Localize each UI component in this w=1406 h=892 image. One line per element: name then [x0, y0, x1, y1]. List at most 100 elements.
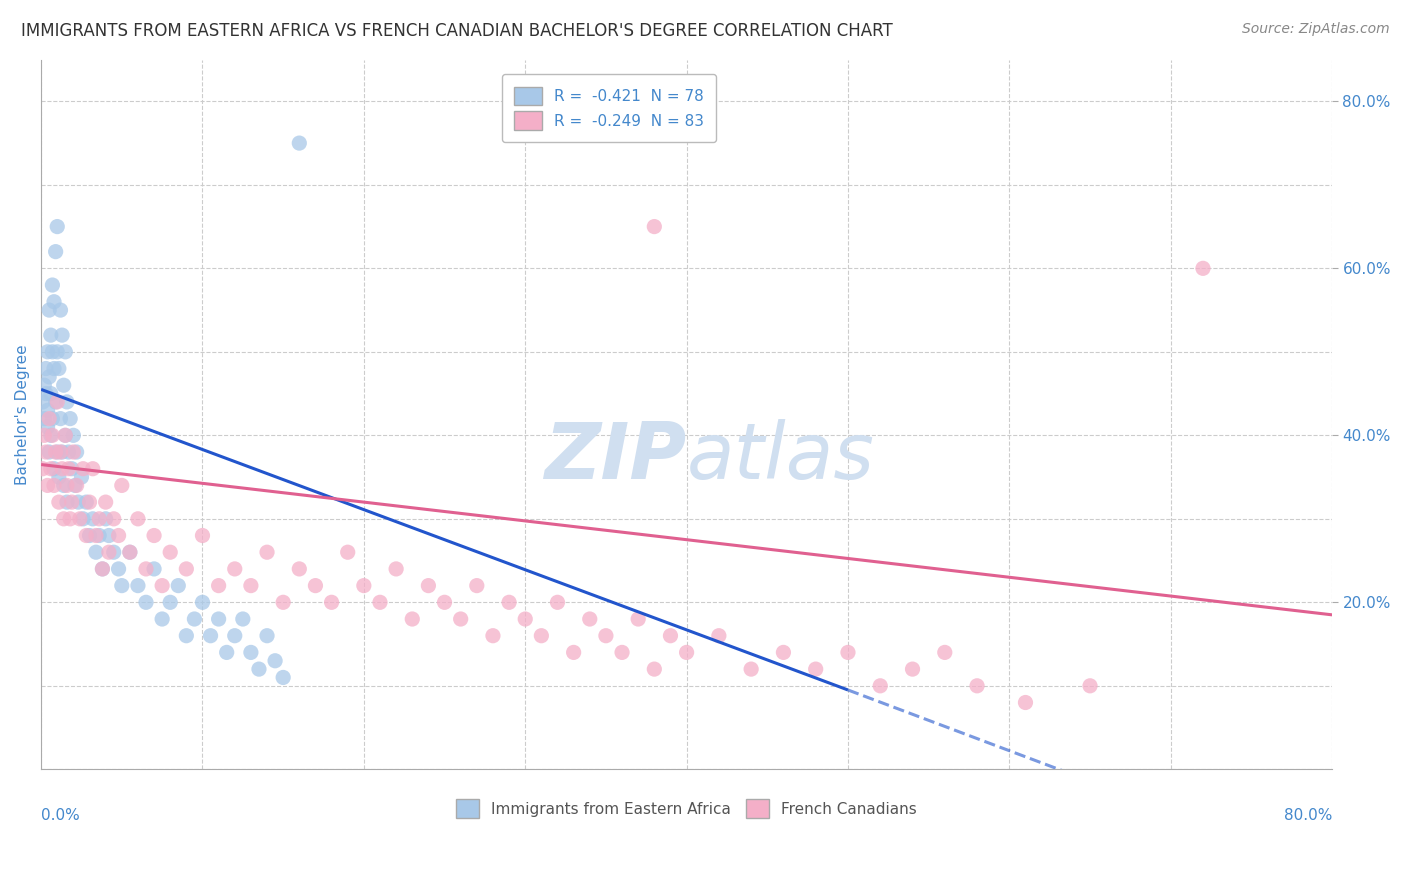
Point: [31, 395, 53, 409]
Point: [56, 395, 79, 409]
Point: [82, 461, 104, 475]
Point: [207, 612, 229, 626]
Point: [51, 461, 73, 475]
Point: [111, 478, 134, 492]
Point: [39, 328, 62, 343]
Point: [79, 528, 101, 542]
Point: [70, 470, 93, 484]
Point: [288, 562, 311, 576]
Point: [530, 629, 553, 643]
Point: [675, 645, 697, 659]
Point: [72, 461, 94, 475]
Point: [53, 428, 76, 442]
Text: 0.0%: 0.0%: [41, 808, 80, 823]
Point: [547, 595, 569, 609]
Point: [150, 612, 173, 626]
Point: [91, 562, 114, 576]
Point: [56, 478, 79, 492]
Point: [595, 629, 617, 643]
Point: [45, 244, 67, 259]
Point: [271, 595, 294, 609]
Point: [42, 294, 65, 309]
Point: [52, 378, 75, 392]
Point: [135, 562, 157, 576]
Point: [34, 411, 56, 425]
Point: [60, 495, 83, 509]
Text: IMMIGRANTS FROM EASTERN AFRICA VS FRENCH CANADIAN BACHELOR'S DEGREE CORRELATION : IMMIGRANTS FROM EASTERN AFRICA VS FRENCH…: [21, 22, 893, 40]
Point: [75, 528, 97, 542]
Point: [450, 612, 472, 626]
Point: [62, 445, 84, 459]
Point: [89, 512, 111, 526]
Point: [256, 545, 278, 559]
Point: [41, 411, 63, 425]
Point: [35, 361, 58, 376]
Point: [610, 645, 633, 659]
Point: [82, 512, 104, 526]
Point: [127, 512, 149, 526]
Point: [35, 386, 58, 401]
Point: [336, 545, 359, 559]
Point: [63, 478, 86, 492]
Point: [143, 562, 166, 576]
Point: [84, 545, 107, 559]
Point: [869, 679, 891, 693]
Point: [37, 403, 59, 417]
Point: [48, 361, 70, 376]
Point: [91, 562, 114, 576]
Point: [1078, 679, 1101, 693]
Point: [69, 512, 91, 526]
Point: [707, 629, 730, 643]
Point: [207, 579, 229, 593]
Point: [79, 495, 101, 509]
Point: [37, 478, 59, 492]
Point: [118, 545, 141, 559]
Point: [41, 344, 63, 359]
Y-axis label: Bachelor's Degree: Bachelor's Degree: [15, 344, 30, 484]
Point: [321, 595, 343, 609]
Point: [62, 428, 84, 442]
Legend: Immigrants from Eastern Africa, French Canadians: Immigrants from Eastern Africa, French C…: [449, 791, 925, 825]
Point: [103, 512, 125, 526]
Point: [37, 344, 59, 359]
Point: [191, 528, 214, 542]
Point: [38, 445, 60, 459]
Point: [53, 428, 76, 442]
Point: [368, 595, 391, 609]
Point: [45, 445, 67, 459]
Point: [94, 495, 117, 509]
Point: [53, 344, 76, 359]
Point: [39, 386, 62, 401]
Point: [183, 612, 205, 626]
Point: [38, 411, 60, 425]
Point: [418, 579, 440, 593]
Point: [200, 629, 222, 643]
Point: [482, 629, 505, 643]
Point: [41, 428, 63, 442]
Point: [627, 612, 650, 626]
Point: [1192, 261, 1215, 276]
Point: [643, 219, 665, 234]
Point: [58, 461, 80, 475]
Point: [60, 461, 83, 475]
Point: [48, 470, 70, 484]
Point: [1014, 696, 1036, 710]
Point: [49, 411, 72, 425]
Point: [103, 545, 125, 559]
Point: [42, 461, 65, 475]
Point: [135, 595, 157, 609]
Point: [401, 612, 423, 626]
Point: [65, 445, 87, 459]
Point: [804, 662, 827, 676]
Point: [772, 645, 794, 659]
Text: 80.0%: 80.0%: [1284, 808, 1331, 823]
Point: [42, 478, 65, 492]
Point: [45, 395, 67, 409]
Point: [176, 562, 198, 576]
Point: [176, 629, 198, 643]
Point: [84, 528, 107, 542]
Point: [38, 303, 60, 318]
Point: [465, 579, 488, 593]
Point: [52, 512, 75, 526]
Point: [256, 629, 278, 643]
